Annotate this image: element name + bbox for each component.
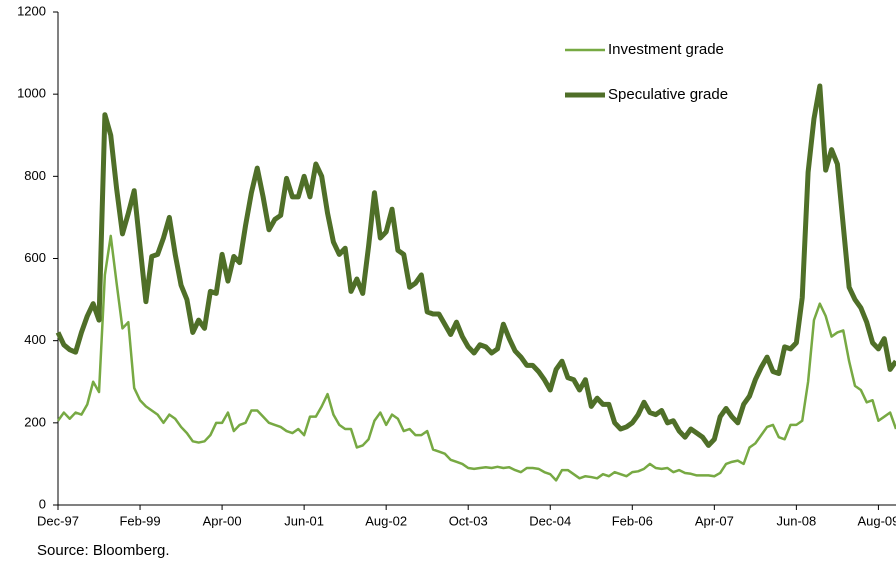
y-tick-label: 0 bbox=[39, 496, 46, 511]
x-tick-label: Aug-09 bbox=[857, 513, 896, 528]
y-tick-label: 200 bbox=[24, 414, 46, 429]
legend-label: Investment grade bbox=[608, 41, 724, 58]
x-tick-label: Dec-04 bbox=[529, 513, 571, 528]
legend-label: Speculative grade bbox=[608, 86, 728, 103]
y-tick-label: 1000 bbox=[17, 86, 46, 101]
series-line bbox=[56, 234, 896, 482]
x-tick-label: Jun-08 bbox=[777, 513, 817, 528]
y-tick-label: 1200 bbox=[17, 3, 46, 18]
source-note: Source: Bloomberg. bbox=[37, 542, 170, 559]
x-tick-label: Apr-00 bbox=[203, 513, 242, 528]
x-tick-label: Dec-97 bbox=[37, 513, 79, 528]
x-tick-label: Feb-06 bbox=[612, 513, 653, 528]
x-tick-label: Feb-99 bbox=[119, 513, 160, 528]
y-tick-label: 600 bbox=[24, 250, 46, 265]
series-line bbox=[55, 83, 896, 448]
x-tick-label: Oct-03 bbox=[449, 513, 488, 528]
x-tick-label: Apr-07 bbox=[695, 513, 734, 528]
x-tick-label: Aug-02 bbox=[365, 513, 407, 528]
x-tick-label: Jun-01 bbox=[284, 513, 324, 528]
y-tick-label: 800 bbox=[24, 168, 46, 183]
y-tick-label: 400 bbox=[24, 332, 46, 347]
